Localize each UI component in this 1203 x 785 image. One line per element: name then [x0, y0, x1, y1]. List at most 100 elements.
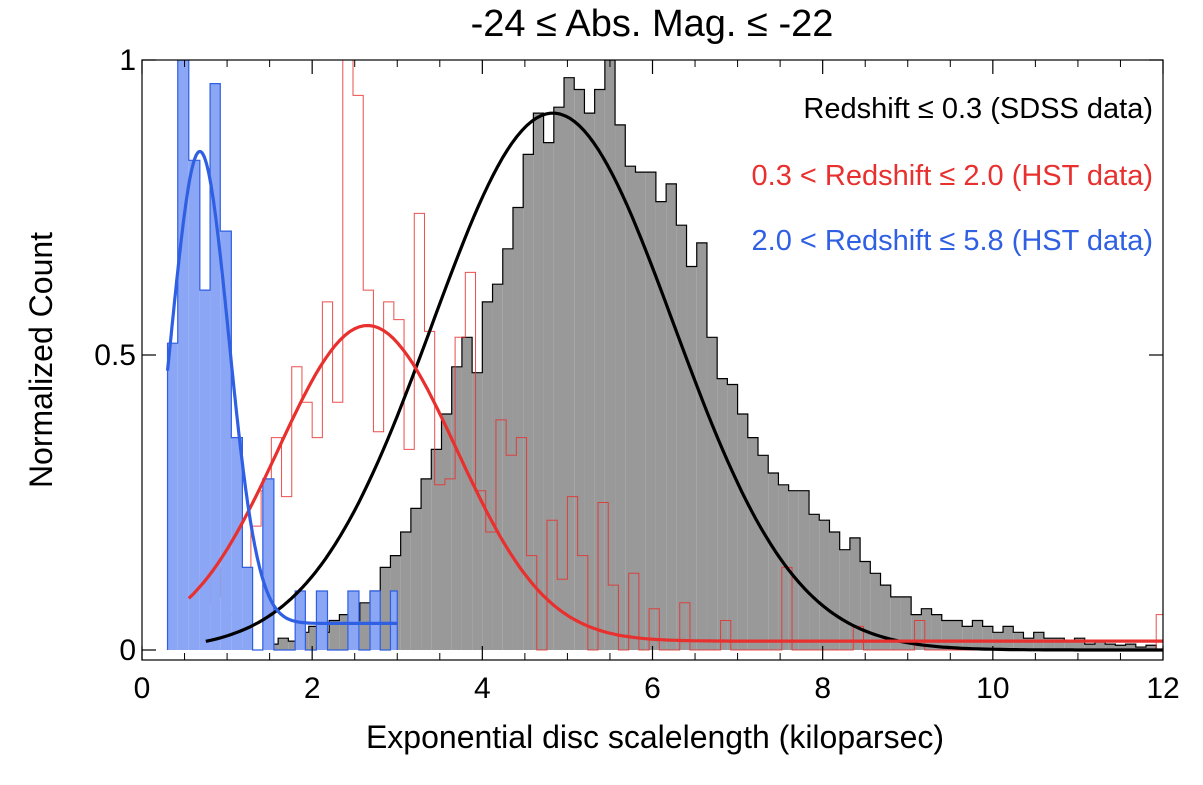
bar-sdss — [1043, 638, 1055, 650]
bar-hst-high — [316, 591, 328, 650]
x-tick-label: 10 — [976, 672, 1009, 705]
bar-hst-high — [295, 591, 306, 650]
bar-hst-high — [199, 290, 211, 650]
bar-hst-high — [167, 343, 178, 650]
bar-sdss — [625, 166, 636, 650]
legend-entry: Redshift ≤ 0.3 (SDSS data) — [803, 93, 1153, 125]
x-tick-label: 12 — [1146, 672, 1179, 705]
bar-sdss — [1105, 644, 1116, 650]
bar-sdss — [768, 473, 779, 650]
bar-sdss — [421, 478, 432, 650]
fit-curve-hst-high — [165, 149, 398, 626]
bar-sdss — [972, 620, 983, 650]
bar-sdss — [533, 113, 544, 651]
x-tick-label: 2 — [304, 672, 321, 705]
bar-sdss — [1074, 638, 1085, 650]
chart-title: -24 ≤ Abs. Mag. ≤ -22 — [471, 3, 834, 45]
bar-sdss — [1023, 638, 1034, 650]
bar-sdss — [543, 142, 554, 650]
bar-sdss — [635, 172, 646, 650]
bar-sdss — [553, 107, 565, 650]
bar-sdss — [1084, 644, 1095, 650]
histogram-outline-hst-high — [166, 60, 398, 651]
bar-sdss — [502, 248, 513, 651]
bar-sdss — [431, 449, 442, 650]
y-tick-label: 0.5 — [94, 339, 136, 372]
bar-sdss — [278, 638, 289, 650]
bar-sdss — [329, 620, 340, 650]
bar-sdss — [809, 514, 820, 650]
bar-sdss — [1115, 645, 1126, 650]
x-tick-label: 8 — [814, 672, 831, 705]
bar-sdss — [890, 596, 901, 650]
bar-sdss — [727, 384, 738, 650]
plot-content — [165, 60, 1163, 652]
bar-sdss — [676, 225, 687, 650]
bar-sdss — [1094, 641, 1106, 650]
bar-hst-high — [188, 160, 200, 651]
series-hst-high — [166, 60, 398, 651]
bar-sdss — [696, 242, 707, 650]
bar-hst-high — [262, 478, 274, 650]
bar-sdss — [410, 508, 422, 650]
bar-hst-high — [220, 231, 232, 650]
legend-entry: 0.3 < Redshift ≤ 2.0 (HST data) — [752, 160, 1153, 192]
bar-sdss — [574, 89, 585, 650]
bar-sdss — [1145, 645, 1157, 650]
bar-sdss — [584, 113, 595, 651]
bar-sdss — [288, 641, 299, 650]
bar-sdss — [758, 455, 769, 650]
bar-sdss — [594, 89, 605, 650]
bar-sdss — [798, 490, 810, 650]
axes: 0 2 4 6 8 10 12 0 0.5 1 — [94, 44, 1179, 705]
bar-sdss — [686, 266, 697, 650]
histogram-outline-hst-mid — [192, 60, 1163, 651]
bar-sdss — [615, 124, 626, 650]
bar-hst-high — [231, 437, 243, 650]
bar-sdss — [911, 614, 922, 650]
bar-sdss — [788, 490, 799, 650]
bar-sdss — [1003, 626, 1014, 650]
bar-sdss — [339, 614, 350, 650]
y-axis-label: Normalized Count — [23, 232, 59, 488]
bar-sdss — [645, 172, 656, 650]
bar-hst-high — [210, 83, 221, 651]
bar-sdss — [461, 337, 473, 650]
bar-hst-high — [370, 591, 381, 650]
bar-sdss — [747, 437, 759, 650]
bar-sdss — [666, 183, 677, 650]
bar-sdss — [931, 614, 942, 650]
bar-sdss — [1064, 641, 1075, 650]
bar-sdss — [655, 201, 667, 650]
bar-sdss — [308, 626, 319, 650]
bar-hst-high — [390, 591, 398, 650]
bar-hst-high — [347, 591, 359, 650]
bar-sdss — [951, 620, 963, 650]
bar-sdss — [380, 567, 391, 650]
legend: Redshift ≤ 0.3 (SDSS data) 0.3 < Redshift… — [752, 93, 1153, 257]
bar-sdss — [604, 60, 616, 650]
bar-sdss — [849, 537, 861, 650]
bar-sdss — [819, 520, 830, 650]
bar-sdss — [900, 596, 912, 650]
bar-sdss — [962, 626, 973, 650]
y-tick-label: 1 — [119, 44, 136, 77]
series-hst-mid — [192, 60, 1163, 651]
bar-sdss — [523, 154, 534, 650]
fit-curve-sdss — [205, 111, 1163, 652]
fit-curve-hst-mid — [187, 323, 1163, 643]
bar-hst-high — [177, 60, 189, 650]
bar-sdss — [359, 602, 371, 650]
bar-sdss — [829, 532, 840, 650]
bar-sdss — [1054, 638, 1065, 650]
x-tick-label: 0 — [134, 672, 151, 705]
bar-sdss — [839, 549, 850, 650]
x-axis-label: Exponential disc scalelength (kiloparsec… — [366, 719, 944, 755]
bar-sdss — [860, 561, 871, 650]
bar-sdss — [941, 620, 952, 650]
x-tick-label: 6 — [644, 672, 661, 705]
plot-area — [165, 60, 1163, 652]
bar-hst-high — [242, 567, 253, 650]
bar-sdss — [564, 77, 575, 650]
